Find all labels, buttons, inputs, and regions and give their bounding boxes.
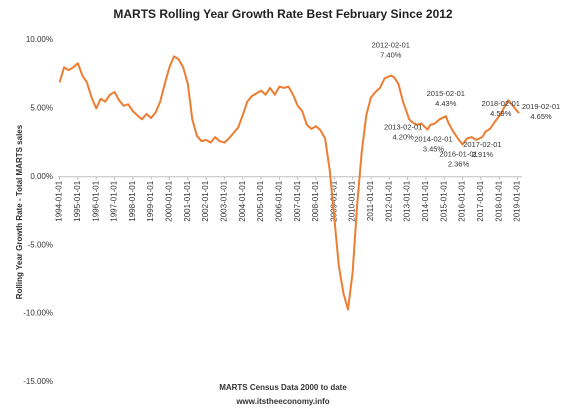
x-tick-label: 2008-01-01: [311, 180, 320, 221]
x-tick-label: 2015-01-01: [439, 180, 448, 221]
annotation-date: 2015-02-01: [427, 89, 465, 98]
x-tick-label: 1999-01-01: [146, 180, 155, 221]
y-tick-label: -10.00%: [23, 309, 53, 318]
annotation-value: 3.45%: [423, 145, 445, 154]
annotation-value: 7.40%: [380, 51, 402, 60]
annotation-value: 2.36%: [448, 159, 470, 168]
x-tick-label: 1998-01-01: [128, 180, 137, 221]
x-tick-label: 2000-01-01: [165, 180, 174, 221]
x-tick-label: 2009-01-01: [329, 180, 338, 221]
x-tick-label: 2003-01-01: [220, 180, 229, 221]
x-tick-label: 1997-01-01: [110, 180, 119, 221]
x-axis-title: MARTS Census Data 2000 to date: [219, 383, 347, 392]
footer: www.itstheeconomy.info: [235, 397, 329, 406]
x-tick-label: 2016-01-01: [458, 180, 467, 221]
annotation-date: 2018-02-01: [482, 99, 520, 108]
x-tick-label: 2014-01-01: [421, 180, 430, 221]
y-axis-title: Rolling Year Growth Rate - Total MARTS s…: [15, 124, 24, 299]
x-tick-label: 2001-01-01: [183, 180, 192, 221]
annotation-value: 4.43%: [435, 99, 457, 108]
x-tick-label: 2019-01-01: [513, 180, 522, 221]
x-tick-label: 1994-01-01: [55, 180, 64, 221]
y-tick-label: 5.00%: [30, 104, 53, 113]
x-tick-label: 1995-01-01: [73, 180, 82, 221]
annotation-date: 2017-02-01: [463, 140, 501, 149]
x-tick-label: 2011-01-01: [366, 180, 375, 221]
x-tick-label: 2010-01-01: [348, 180, 357, 221]
x-tick-label: 2012-01-01: [384, 180, 393, 221]
annotation-date: 2019-02-01: [522, 102, 560, 111]
annotation-date: 2012-02-01: [372, 41, 410, 50]
y-tick-label: -5.00%: [28, 240, 53, 249]
annotation-value: 4.65%: [530, 112, 552, 121]
x-tick-label: 1996-01-01: [91, 180, 100, 221]
x-tick-label: 2002-01-01: [201, 180, 210, 221]
x-tick-label: 2004-01-01: [238, 180, 247, 221]
x-tick-label: 2013-01-01: [403, 180, 412, 221]
annotation-value: 4.20%: [393, 132, 415, 141]
x-tick-label: 2005-01-01: [256, 180, 265, 221]
x-tick-label: 2006-01-01: [274, 180, 283, 221]
chart-title: MARTS Rolling Year Growth Rate Best Febr…: [113, 7, 453, 21]
annotation-value: 2.91%: [472, 150, 494, 159]
x-tick-label: 2018-01-01: [494, 180, 503, 221]
annotation-date: 2016-01-01: [439, 149, 477, 158]
y-tick-label: 0.00%: [30, 172, 53, 181]
x-tick-label: 2017-01-01: [476, 180, 485, 221]
y-tick-label: 10.00%: [26, 35, 53, 44]
annotation-value: 4.59%: [490, 109, 512, 118]
data-line: [58, 55, 520, 311]
y-tick-label: -15.00%: [23, 377, 53, 386]
annotation-date: 2013-02-01: [384, 122, 422, 131]
annotation-date: 2014-02-01: [414, 135, 452, 144]
x-tick-label: 2007-01-01: [293, 180, 302, 221]
